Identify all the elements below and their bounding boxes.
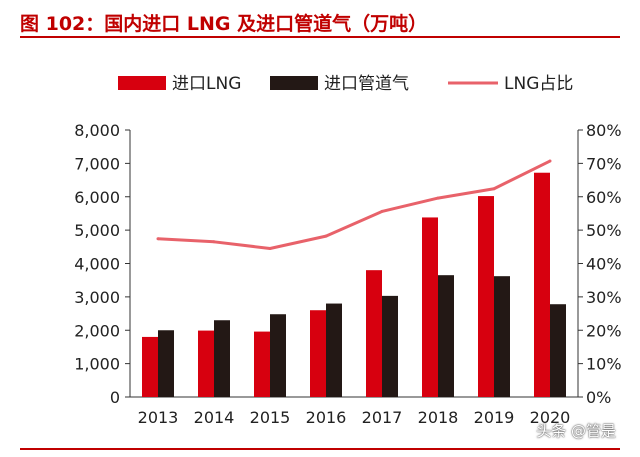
legend-label-pipe: 进口管道气	[324, 74, 409, 94]
bar-lng	[534, 172, 550, 397]
x-tick-label: 2017	[362, 408, 403, 427]
bar-pipe	[382, 295, 398, 397]
y-left-tick-label: 3,000	[74, 288, 120, 307]
x-tick-label: 2015	[250, 408, 291, 427]
x-tick-label: 2014	[194, 408, 235, 427]
y-left-tick-label: 4,000	[74, 255, 120, 274]
y-right-tick-label: 30%	[586, 288, 622, 307]
point-lng-ratio	[324, 234, 328, 238]
bar-pipe	[270, 314, 286, 397]
point-lng-ratio	[380, 209, 384, 213]
y-left-tick-label: 2,000	[74, 321, 120, 340]
point-lng-ratio	[548, 159, 552, 163]
bar-lng	[254, 331, 270, 397]
x-tick-label: 2016	[306, 408, 347, 427]
y-left-tick-label: 0	[110, 388, 120, 407]
bar-pipe	[214, 320, 230, 397]
point-lng-ratio	[156, 237, 160, 241]
y-left-tick-label: 8,000	[74, 121, 120, 140]
chart-title: 图 102：国内进口 LNG 及进口管道气（万吨）	[20, 13, 428, 35]
y-left-tick-label: 6,000	[74, 188, 120, 207]
bar-pipe	[438, 275, 454, 397]
legend-swatch-pipe	[270, 76, 318, 90]
y-right-tick-label: 80%	[586, 121, 622, 140]
x-tick-label: 2018	[418, 408, 459, 427]
watermark: 头条 @管是	[536, 422, 616, 440]
y-right-tick-label: 60%	[586, 188, 622, 207]
bar-pipe	[326, 303, 342, 397]
x-tick-label: 2013	[138, 408, 179, 427]
x-tick-label: 2020	[530, 408, 571, 427]
title-bar: 图 102：国内进口 LNG 及进口管道气（万吨）	[20, 6, 620, 38]
bar-lng	[478, 196, 494, 397]
legend-label-lng: 进口LNG	[172, 74, 241, 94]
point-lng-ratio	[436, 196, 440, 200]
bar-lng	[310, 310, 326, 397]
y-right-tick-label: 0%	[586, 388, 611, 407]
bar-lng	[366, 270, 382, 397]
bar-lng	[142, 336, 158, 397]
y-right-tick-label: 70%	[586, 154, 622, 173]
y-left-tick-label: 7,000	[74, 154, 120, 173]
bottom-rule	[20, 448, 620, 450]
point-lng-ratio	[268, 246, 272, 250]
point-lng-ratio	[492, 187, 496, 191]
y-right-tick-label: 10%	[586, 355, 622, 374]
y-left-tick-label: 1,000	[74, 355, 120, 374]
bar-pipe	[494, 276, 510, 397]
x-tick-label: 2019	[474, 408, 515, 427]
y-right-tick-label: 40%	[586, 255, 622, 274]
y-left-tick-label: 5,000	[74, 221, 120, 240]
bar-lng	[422, 217, 438, 397]
y-right-tick-label: 50%	[586, 221, 622, 240]
bar-lng	[198, 330, 214, 397]
line-lng-ratio	[157, 159, 551, 250]
bar-pipe	[158, 330, 174, 397]
bar-pipe	[550, 304, 566, 397]
point-lng-ratio	[212, 240, 216, 244]
legend-swatch-lng	[118, 76, 166, 90]
y-right-tick-label: 20%	[586, 321, 622, 340]
legend-label-ratio: LNG占比	[504, 74, 573, 94]
